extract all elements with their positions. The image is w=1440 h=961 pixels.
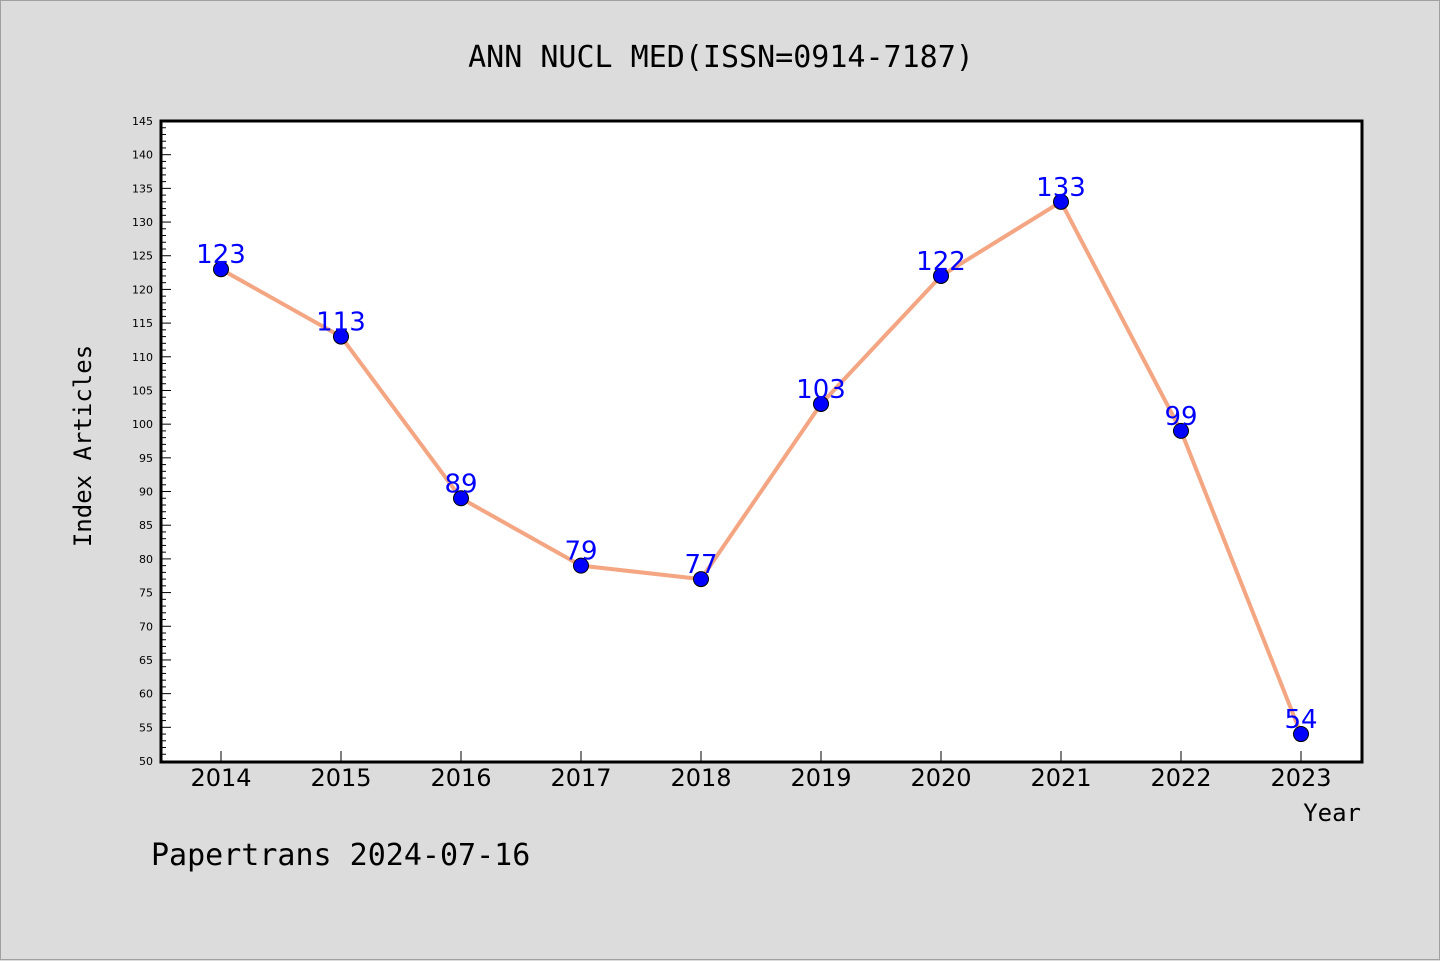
y-tick-label: 65 [139, 654, 153, 667]
data-point [693, 571, 709, 588]
x-tick-label: 2022 [1150, 764, 1211, 792]
y-tick-label: 120 [132, 283, 153, 296]
y-tick-label: 70 [139, 620, 153, 633]
x-axis: 2014 2015 2016 2017 2018 2019 2020 2021 2022 2023 [190, 751, 1332, 792]
data-label: 77 [684, 550, 717, 580]
data-point [453, 490, 469, 507]
x-tick-label: 2016 [430, 764, 491, 792]
plot-area [159, 119, 1364, 764]
y-tick-label: 80 [139, 553, 153, 566]
data-label: 89 [444, 469, 477, 499]
y-tick-label: 110 [132, 351, 153, 364]
data-label: 133 [1036, 173, 1086, 203]
y-tick-label: 55 [139, 721, 153, 734]
y-tick-label: 50 [139, 755, 153, 768]
data-point [213, 261, 229, 278]
data-label: 103 [796, 375, 846, 405]
data-label: 99 [1164, 402, 1197, 432]
y-tick-label: 130 [132, 216, 153, 229]
data-point [1293, 726, 1309, 743]
y-tick-label: 140 [132, 149, 153, 162]
y-tick-label: 125 [132, 250, 153, 263]
data-point [813, 395, 829, 412]
data-point [333, 328, 349, 345]
y-tick-label: 85 [139, 519, 153, 532]
x-tick-label: 2014 [190, 764, 251, 792]
data-points [213, 193, 1309, 743]
x-tick-label: 2020 [910, 764, 971, 792]
data-point [1173, 422, 1189, 439]
data-point [933, 267, 949, 284]
y-tick-label: 105 [132, 384, 153, 397]
y-axis: 50 55 60 65 70 75 80 85 90 95 100 105 110 115 120 125 13… [132, 115, 171, 768]
x-axis-title: Year [1303, 799, 1361, 827]
series-polyline [220, 199, 1303, 735]
x-tick-label: 2019 [790, 764, 851, 792]
data-label: 79 [564, 537, 597, 567]
x-tick-label: 2015 [310, 764, 371, 792]
x-tick-label: 2021 [1030, 764, 1091, 792]
data-label: 123 [196, 240, 246, 270]
data-labels: 123 113 89 79 77 103 122 133 99 54 [196, 173, 1317, 735]
data-label: 122 [916, 247, 966, 277]
data-point [1053, 193, 1069, 210]
data-label: 54 [1284, 705, 1317, 735]
y-tick-label: 115 [132, 317, 153, 330]
y-tick-label: 145 [132, 115, 153, 128]
y-tick-label: 95 [139, 452, 153, 465]
y-tick-label: 90 [139, 486, 153, 499]
y-axis-title: Index Articles [69, 345, 97, 547]
data-point [573, 557, 589, 574]
series-line [220, 199, 1303, 735]
x-tick-label: 2018 [670, 764, 731, 792]
y-tick-label: 60 [139, 688, 153, 701]
chart-title: ANN NUCL MED(ISSN=0914-7187) [468, 40, 974, 75]
footer-text: Papertrans 2024-07-16 [151, 838, 530, 873]
x-tick-label: 2023 [1270, 764, 1331, 792]
y-tick-label: 135 [132, 182, 153, 195]
x-tick-label: 2017 [550, 764, 611, 792]
y-tick-label: 100 [132, 418, 153, 431]
data-label: 113 [316, 308, 366, 338]
y-tick-label: 75 [139, 587, 153, 600]
